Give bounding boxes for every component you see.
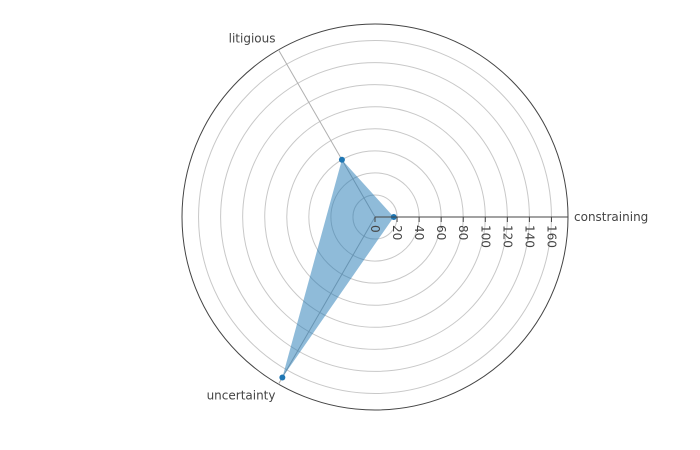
category-label-constraining: constraining xyxy=(574,210,648,224)
data-point-litigious xyxy=(338,156,345,163)
radial-axis: 0 20 40 60 80 100 120 140 160 xyxy=(368,216,568,248)
radial-tick-label-0: 0 xyxy=(368,225,382,233)
radial-tick-label-160: 160 xyxy=(544,225,558,248)
data-point-uncertainty xyxy=(279,374,286,381)
radial-tick-label-60: 60 xyxy=(434,225,448,240)
radial-tick-label-20: 20 xyxy=(390,225,404,240)
radial-tick-label-80: 80 xyxy=(456,225,470,240)
category-labels: constraining litigious uncertainty xyxy=(207,32,649,403)
series-layer xyxy=(279,156,397,381)
category-label-uncertainty: uncertainty xyxy=(207,388,276,402)
radial-tick-label-40: 40 xyxy=(412,225,426,240)
radial-tick-label-140: 140 xyxy=(522,225,536,248)
radial-tick-label-100: 100 xyxy=(478,225,492,248)
series-0-area xyxy=(282,159,394,378)
category-label-litigious: litigious xyxy=(229,32,276,46)
radial-tick-label-120: 120 xyxy=(500,225,514,248)
